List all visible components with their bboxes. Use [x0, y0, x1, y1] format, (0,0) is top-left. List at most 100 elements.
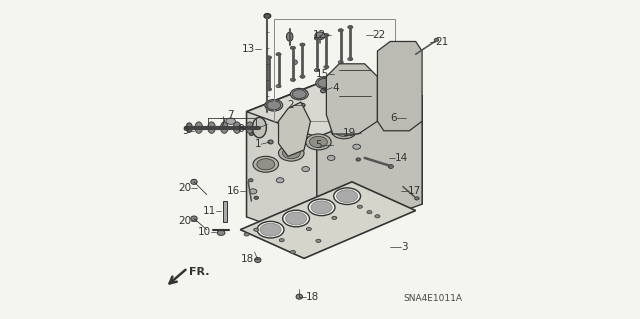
Bar — [223, 201, 227, 222]
Ellipse shape — [257, 159, 275, 170]
Ellipse shape — [208, 122, 216, 133]
Text: 7: 7 — [220, 118, 226, 128]
Ellipse shape — [265, 100, 283, 111]
Ellipse shape — [191, 216, 197, 221]
Ellipse shape — [333, 188, 360, 204]
Ellipse shape — [324, 65, 329, 69]
Text: 2: 2 — [287, 100, 294, 110]
Ellipse shape — [249, 132, 253, 136]
Ellipse shape — [311, 201, 332, 214]
Text: 11: 11 — [202, 205, 216, 216]
Polygon shape — [352, 70, 422, 204]
Ellipse shape — [248, 179, 253, 182]
Ellipse shape — [255, 257, 261, 263]
Ellipse shape — [335, 125, 353, 137]
Ellipse shape — [253, 228, 259, 231]
Text: 8: 8 — [237, 124, 244, 134]
Polygon shape — [240, 182, 416, 258]
Ellipse shape — [332, 216, 337, 219]
Ellipse shape — [375, 215, 380, 218]
Polygon shape — [246, 112, 317, 242]
Text: 16: 16 — [227, 186, 239, 196]
Ellipse shape — [306, 134, 331, 150]
Text: 22: 22 — [372, 30, 386, 40]
Text: 9: 9 — [182, 126, 189, 136]
Ellipse shape — [357, 205, 362, 208]
Ellipse shape — [314, 37, 319, 40]
Ellipse shape — [233, 122, 241, 133]
Ellipse shape — [252, 117, 266, 138]
Text: 20: 20 — [179, 216, 191, 226]
Ellipse shape — [282, 147, 300, 159]
Ellipse shape — [253, 123, 259, 132]
Polygon shape — [246, 70, 422, 137]
Text: 12: 12 — [312, 30, 326, 40]
Ellipse shape — [291, 88, 308, 100]
Ellipse shape — [276, 53, 281, 56]
Ellipse shape — [348, 26, 353, 29]
Ellipse shape — [337, 190, 358, 203]
Ellipse shape — [341, 66, 359, 78]
Bar — [274, 19, 395, 121]
Ellipse shape — [283, 210, 310, 227]
Text: 19: 19 — [342, 128, 356, 138]
Ellipse shape — [291, 78, 296, 81]
Polygon shape — [246, 70, 352, 217]
Text: 13: 13 — [242, 44, 255, 55]
Ellipse shape — [353, 144, 360, 149]
Ellipse shape — [186, 123, 193, 132]
Ellipse shape — [302, 167, 310, 172]
Ellipse shape — [316, 77, 333, 89]
Ellipse shape — [346, 79, 358, 87]
Ellipse shape — [310, 137, 327, 148]
Ellipse shape — [338, 29, 343, 32]
Text: 3: 3 — [401, 242, 408, 252]
Ellipse shape — [266, 88, 271, 91]
Ellipse shape — [257, 221, 284, 238]
Polygon shape — [326, 64, 378, 134]
Ellipse shape — [321, 89, 326, 93]
Polygon shape — [378, 41, 422, 131]
Ellipse shape — [346, 108, 358, 116]
Text: 18: 18 — [306, 292, 319, 302]
Ellipse shape — [338, 61, 343, 64]
Text: 1: 1 — [255, 139, 261, 149]
Polygon shape — [317, 96, 422, 242]
Ellipse shape — [296, 294, 303, 299]
Ellipse shape — [195, 122, 203, 133]
Ellipse shape — [276, 178, 284, 183]
Ellipse shape — [268, 140, 273, 144]
Ellipse shape — [388, 165, 394, 168]
Ellipse shape — [434, 38, 438, 41]
Ellipse shape — [291, 46, 296, 49]
Ellipse shape — [315, 32, 325, 40]
Text: 18: 18 — [241, 254, 253, 264]
Text: 15: 15 — [316, 69, 328, 79]
Ellipse shape — [249, 189, 257, 194]
Ellipse shape — [291, 250, 296, 254]
Ellipse shape — [226, 118, 236, 124]
Ellipse shape — [314, 69, 319, 72]
Ellipse shape — [218, 230, 225, 235]
Ellipse shape — [260, 223, 281, 236]
Ellipse shape — [300, 75, 305, 78]
Text: 10: 10 — [198, 227, 211, 237]
Text: SNA4E1011A: SNA4E1011A — [403, 294, 462, 303]
Ellipse shape — [300, 43, 305, 46]
Ellipse shape — [279, 239, 284, 242]
Ellipse shape — [356, 158, 360, 161]
Ellipse shape — [254, 196, 259, 199]
Ellipse shape — [244, 233, 249, 236]
Polygon shape — [278, 102, 310, 156]
Ellipse shape — [266, 56, 271, 59]
Ellipse shape — [264, 14, 271, 18]
Ellipse shape — [318, 78, 332, 87]
Ellipse shape — [278, 145, 304, 161]
Ellipse shape — [220, 122, 228, 133]
Text: 17: 17 — [408, 186, 421, 196]
Ellipse shape — [348, 94, 353, 97]
Ellipse shape — [293, 60, 298, 64]
Ellipse shape — [276, 85, 281, 88]
Text: 7: 7 — [227, 110, 234, 120]
Ellipse shape — [191, 179, 197, 184]
